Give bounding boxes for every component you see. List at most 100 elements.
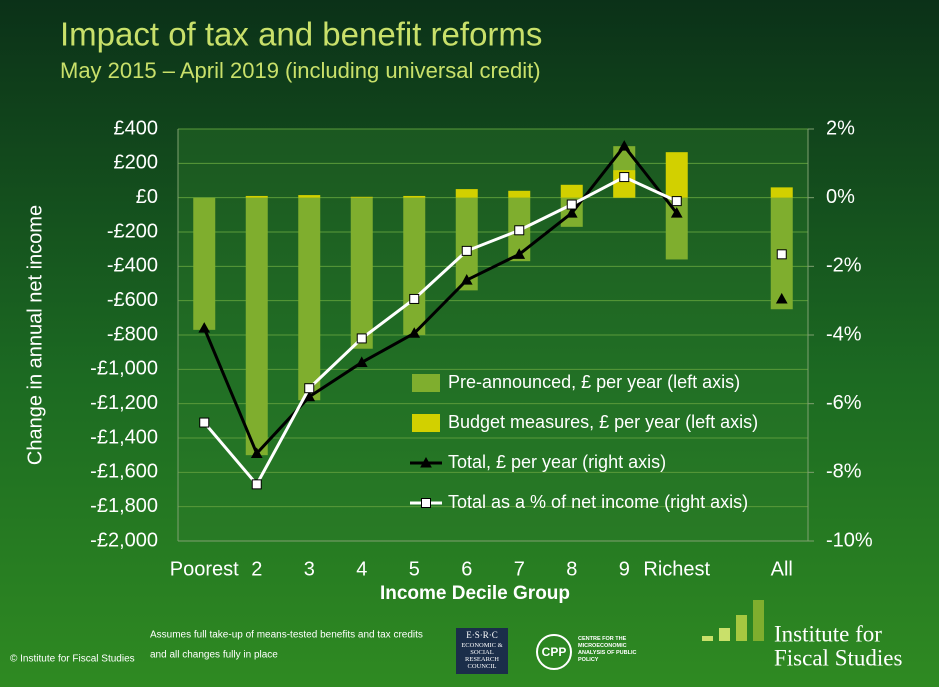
bar — [350, 196, 373, 198]
marker — [250, 447, 263, 458]
marker — [514, 225, 525, 236]
marker — [409, 293, 420, 304]
y-tick-label: £0 — [136, 186, 158, 208]
y2-tick-label: -6% — [826, 392, 862, 414]
marker — [461, 245, 472, 256]
x-tick-label: Poorest — [170, 558, 239, 580]
y2-tick-label: 0% — [826, 186, 855, 208]
marker — [565, 207, 578, 218]
cpp-sub: CENTRE FOR THE MICROECONOMIC ANALYSIS OF… — [578, 636, 637, 663]
bar — [613, 170, 636, 198]
marker — [618, 140, 631, 151]
x-tick-label: 2 — [251, 558, 262, 580]
ifs-logo — [736, 615, 747, 641]
marker — [619, 172, 630, 183]
bar — [193, 197, 216, 330]
marker — [670, 207, 683, 218]
footer: © Institute for Fiscal Studies Assumes f… — [10, 600, 902, 674]
y-tick-label: -£600 — [107, 289, 158, 311]
marker — [775, 292, 788, 304]
chart-subtitle: May 2015 – April 2019 (including univers… — [60, 58, 541, 83]
marker — [251, 479, 262, 490]
marker — [198, 322, 211, 333]
cpp-text: CPP — [542, 645, 567, 659]
x-tick-label: 8 — [566, 558, 577, 580]
y-tick-label: -£2,000 — [90, 529, 158, 551]
bar — [455, 189, 478, 198]
y-tick-label: -£1,400 — [90, 426, 158, 448]
bar — [245, 197, 268, 456]
marker — [460, 274, 473, 285]
y2-tick-label: -4% — [826, 323, 862, 345]
note: and all changes fully in place — [150, 650, 278, 661]
bar — [770, 187, 793, 198]
ifs-text: Institute for — [774, 621, 882, 646]
bar — [403, 197, 426, 335]
y-axis-label: Change in annual net income — [24, 205, 46, 465]
x-tick-label: 5 — [409, 558, 420, 580]
ifs-logo — [719, 628, 730, 641]
note: Assumes full take-up of means-tested ben… — [150, 630, 423, 641]
ifs-logo — [702, 636, 713, 641]
y2-tick-label: -2% — [826, 255, 862, 277]
bar — [455, 197, 478, 291]
x-tick-label: 9 — [619, 558, 630, 580]
ifs-text: Fiscal Studies — [774, 645, 902, 670]
marker — [303, 390, 316, 402]
marker — [421, 498, 431, 508]
x-axis-label: Income Decile Group — [380, 583, 570, 604]
marker — [671, 196, 682, 207]
marker — [199, 417, 210, 428]
y-tick-label: -£200 — [107, 220, 158, 242]
esrc-text: E·S·R·C — [466, 630, 498, 640]
legend-label: Total, £ per year (right axis) — [448, 452, 666, 472]
marker — [776, 249, 787, 260]
bar — [298, 195, 321, 198]
cpp-sub-text: CENTRE FOR THE MICROECONOMIC ANALYSIS OF… — [578, 636, 637, 663]
y2-tick-label: 2% — [826, 117, 855, 139]
y2-tick-label: -8% — [826, 461, 862, 483]
y-tick-label: £200 — [114, 152, 159, 174]
marker — [355, 356, 368, 367]
x-tick-label: All — [771, 558, 793, 580]
bar — [350, 197, 373, 349]
y-tick-label: -£1,200 — [90, 392, 158, 414]
esrc-sub-text: ECONOMIC & SOCIAL RESEARCH COUNCIL — [461, 642, 503, 670]
marker — [304, 383, 315, 394]
legend-label: Budget measures, £ per year (left axis) — [448, 412, 758, 432]
bar — [245, 195, 268, 198]
bar — [665, 152, 688, 198]
esrc-logo — [456, 628, 508, 674]
x-tick-label: 4 — [356, 558, 367, 580]
x-tick-label: 3 — [304, 558, 315, 580]
legend-swatch — [412, 374, 440, 392]
x-tick-label: Richest — [643, 558, 710, 580]
bar — [403, 195, 426, 198]
y-tick-label: -£1,800 — [90, 495, 158, 517]
legend-label: Total as a % of net income (right axis) — [448, 492, 748, 512]
esrc-sub: ECONOMIC & SOCIAL RESEARCH COUNCIL — [461, 642, 503, 670]
marker — [420, 456, 432, 468]
marker — [513, 248, 526, 259]
ifs-logo — [753, 600, 764, 641]
copyright: © Institute for Fiscal Studies — [10, 654, 135, 665]
marker — [408, 327, 421, 338]
plot: -£2,000 -£1,800 -£1,600 -£1,400 -£1,200 -£1,0… — [90, 117, 873, 580]
y-tick-label: -£800 — [107, 323, 158, 345]
y-tick-label: -£1,000 — [90, 358, 158, 380]
legend-swatch — [412, 414, 440, 432]
y2-tick-label: -10% — [826, 529, 873, 551]
chart-title: Impact of tax and benefit reforms — [60, 16, 542, 53]
marker — [356, 333, 367, 344]
y-tick-label: -£400 — [107, 255, 158, 277]
bar — [508, 190, 531, 198]
x-tick-label: 6 — [461, 558, 472, 580]
marker — [566, 199, 577, 210]
x-tick-label: 7 — [514, 558, 525, 580]
bar — [560, 184, 583, 198]
legend-label: Pre-announced, £ per year (left axis) — [448, 372, 740, 392]
bar — [298, 197, 321, 401]
